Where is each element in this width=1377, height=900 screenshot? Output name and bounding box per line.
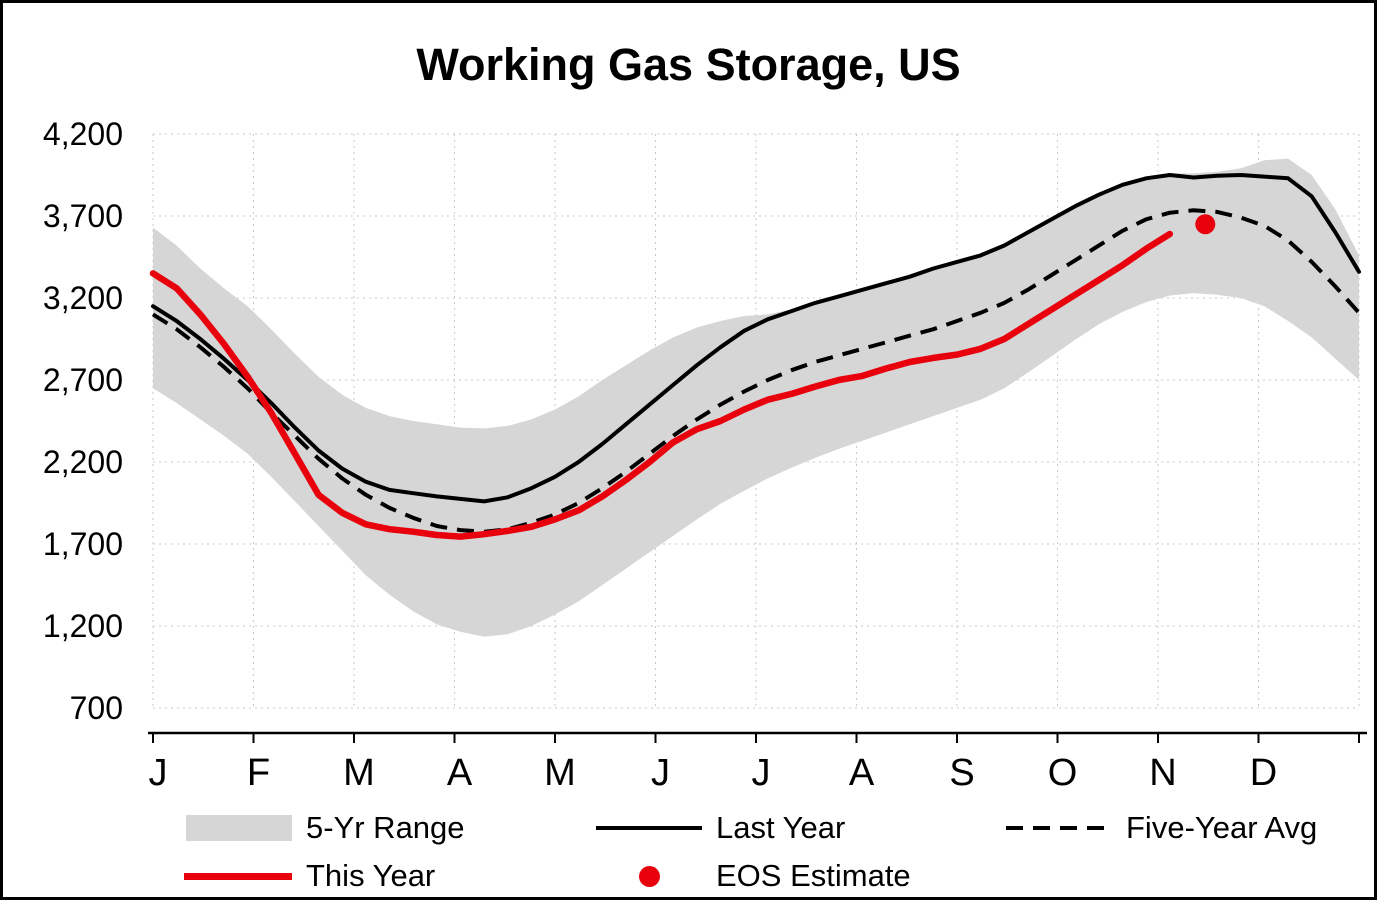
- legend-label-5yr-range: 5-Yr Range: [306, 810, 465, 845]
- range-swatch: [186, 815, 292, 841]
- last-year-line-swatch: [596, 826, 702, 830]
- y-tick-label: 4,200: [42, 116, 123, 152]
- y-tick-label: 2,700: [42, 362, 123, 398]
- x-tick-label: J: [148, 752, 168, 794]
- x-tick-label: M: [343, 752, 375, 794]
- legend-item-this-year: This Year: [184, 855, 435, 897]
- legend-label-last-year: Last Year: [716, 810, 846, 845]
- y-tick-label: 1,200: [42, 608, 123, 644]
- x-tick-label: F: [246, 752, 271, 794]
- x-tick-label: N: [1149, 752, 1177, 794]
- eos-dot-icon: [638, 865, 660, 887]
- x-tick-label: O: [1047, 752, 1078, 794]
- y-tick-label: 1,700: [42, 526, 123, 562]
- x-tick-label: D: [1249, 752, 1278, 794]
- chart-plot-area: [148, 133, 1367, 743]
- legend-item-5yr-range: 5-Yr Range: [186, 807, 465, 849]
- y-tick-label: 2,200: [42, 444, 123, 480]
- legend-item-eos-estimate: EOS Estimate: [596, 855, 911, 897]
- y-tick-label: 3,200: [42, 280, 123, 316]
- eos-dot-swatch: [596, 865, 702, 887]
- y-tick-label: 700: [69, 690, 123, 726]
- x-tick-label: J: [651, 752, 670, 794]
- five-year-avg-dash-swatch: [1006, 826, 1112, 830]
- x-tick-label: M: [544, 752, 576, 794]
- this-year-line-swatch: [184, 872, 292, 880]
- chart-title: Working Gas Storage, US: [416, 39, 961, 90]
- x-tick-label: J: [751, 752, 771, 794]
- legend-label-eos-estimate: EOS Estimate: [716, 858, 911, 893]
- y-tick-label: 3,700: [42, 198, 123, 234]
- legend-item-last-year: Last Year: [596, 807, 845, 849]
- x-tick-label: A: [446, 752, 473, 794]
- legend-label-this-year: This Year: [306, 858, 436, 893]
- x-tick-label: A: [848, 752, 875, 794]
- legend-item-five-year-avg: Five-Year Avg: [1006, 807, 1317, 849]
- legend-label-five-year-avg: Five-Year Avg: [1126, 810, 1318, 845]
- x-tick-label: S: [949, 752, 975, 794]
